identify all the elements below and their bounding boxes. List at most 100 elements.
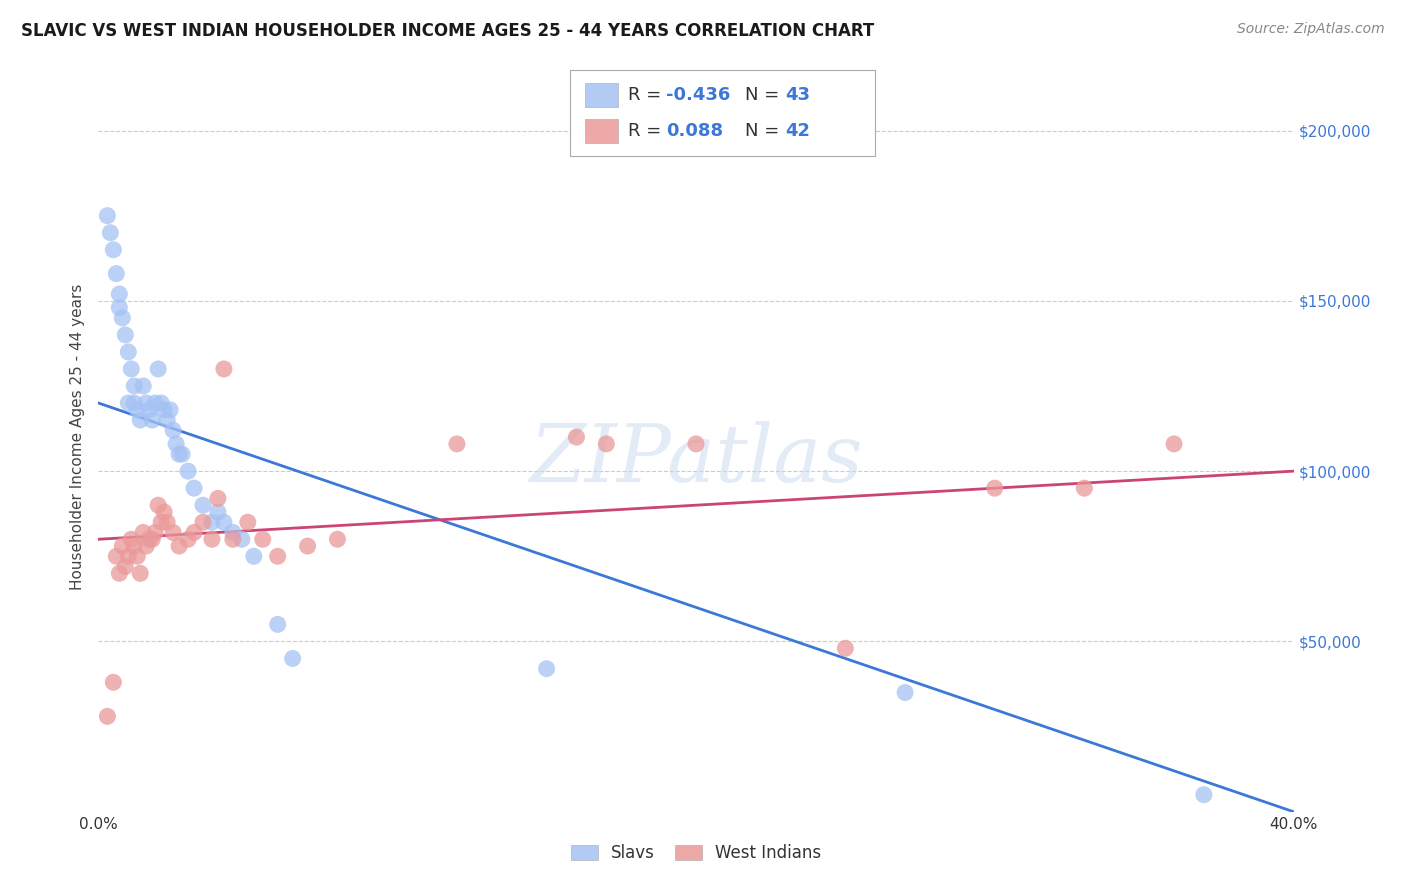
Point	[117, 396, 139, 410]
Point	[105, 267, 128, 281]
Point	[143, 396, 166, 410]
Point	[243, 549, 266, 564]
Point	[685, 437, 707, 451]
Point	[103, 243, 125, 257]
Point	[894, 685, 917, 699]
Point	[124, 396, 146, 410]
Text: R =: R =	[628, 86, 666, 103]
Point	[108, 301, 131, 315]
Point	[156, 413, 179, 427]
Point	[143, 525, 166, 540]
Point	[167, 539, 190, 553]
Point	[108, 287, 131, 301]
Point	[231, 533, 253, 547]
Point	[183, 481, 205, 495]
Point	[129, 566, 152, 581]
Point	[132, 379, 155, 393]
Point	[834, 641, 856, 656]
Point	[267, 617, 290, 632]
Point	[153, 402, 176, 417]
FancyBboxPatch shape	[571, 70, 876, 156]
Text: -0.436: -0.436	[666, 86, 731, 103]
Point	[135, 539, 157, 553]
Point	[124, 539, 146, 553]
Point	[138, 533, 160, 547]
Point	[297, 539, 319, 553]
Point	[595, 437, 617, 451]
Point	[150, 515, 173, 529]
Point	[201, 533, 224, 547]
Point	[108, 566, 131, 581]
Point	[1073, 481, 1095, 495]
Point	[141, 533, 163, 547]
Point	[1163, 437, 1185, 451]
Y-axis label: Householder Income Ages 25 - 44 years: Householder Income Ages 25 - 44 years	[69, 284, 84, 591]
Point	[191, 498, 214, 512]
Point	[212, 515, 235, 529]
Point	[120, 362, 142, 376]
Point	[156, 515, 179, 529]
Point	[114, 327, 136, 342]
Point	[167, 447, 190, 461]
Point	[98, 226, 122, 240]
Text: R =: R =	[628, 121, 672, 140]
Point	[135, 396, 157, 410]
Point	[177, 464, 200, 478]
Point	[172, 447, 194, 461]
Point	[162, 525, 184, 540]
Text: Source: ZipAtlas.com: Source: ZipAtlas.com	[1237, 22, 1385, 37]
Point	[117, 345, 139, 359]
Point	[207, 491, 229, 506]
Point	[96, 709, 118, 723]
Point	[201, 515, 224, 529]
Point	[177, 533, 200, 547]
Point	[148, 498, 170, 512]
FancyBboxPatch shape	[585, 83, 619, 107]
Point	[252, 533, 274, 547]
Point	[984, 481, 1007, 495]
Point	[124, 379, 146, 393]
Text: N =: N =	[745, 86, 785, 103]
Point	[222, 525, 245, 540]
Point	[148, 362, 170, 376]
Point	[141, 413, 163, 427]
Point	[212, 362, 235, 376]
Point	[117, 549, 139, 564]
Point	[281, 651, 304, 665]
Point	[159, 402, 181, 417]
Point	[1192, 788, 1215, 802]
Legend: Slavs, West Indians: Slavs, West Indians	[567, 839, 825, 867]
Point	[114, 559, 136, 574]
Point	[191, 515, 214, 529]
Point	[103, 675, 125, 690]
FancyBboxPatch shape	[585, 119, 619, 143]
Text: ZIPatlas: ZIPatlas	[529, 421, 863, 499]
Point	[165, 437, 187, 451]
Point	[565, 430, 588, 444]
Text: SLAVIC VS WEST INDIAN HOUSEHOLDER INCOME AGES 25 - 44 YEARS CORRELATION CHART: SLAVIC VS WEST INDIAN HOUSEHOLDER INCOME…	[21, 22, 875, 40]
Point	[183, 525, 205, 540]
Point	[153, 505, 176, 519]
Text: 42: 42	[786, 121, 811, 140]
Point	[105, 549, 128, 564]
Point	[162, 423, 184, 437]
Text: 43: 43	[786, 86, 811, 103]
Point	[127, 549, 149, 564]
Point	[111, 310, 134, 325]
Point	[120, 533, 142, 547]
Point	[111, 539, 134, 553]
Point	[150, 396, 173, 410]
Point	[129, 413, 152, 427]
Point	[236, 515, 259, 529]
Point	[132, 525, 155, 540]
Point	[138, 402, 160, 417]
Point	[326, 533, 349, 547]
Point	[536, 662, 558, 676]
Point	[127, 402, 149, 417]
Text: N =: N =	[745, 121, 785, 140]
Text: 0.088: 0.088	[666, 121, 723, 140]
Point	[207, 505, 229, 519]
Point	[96, 209, 118, 223]
Point	[222, 533, 245, 547]
Point	[446, 437, 468, 451]
